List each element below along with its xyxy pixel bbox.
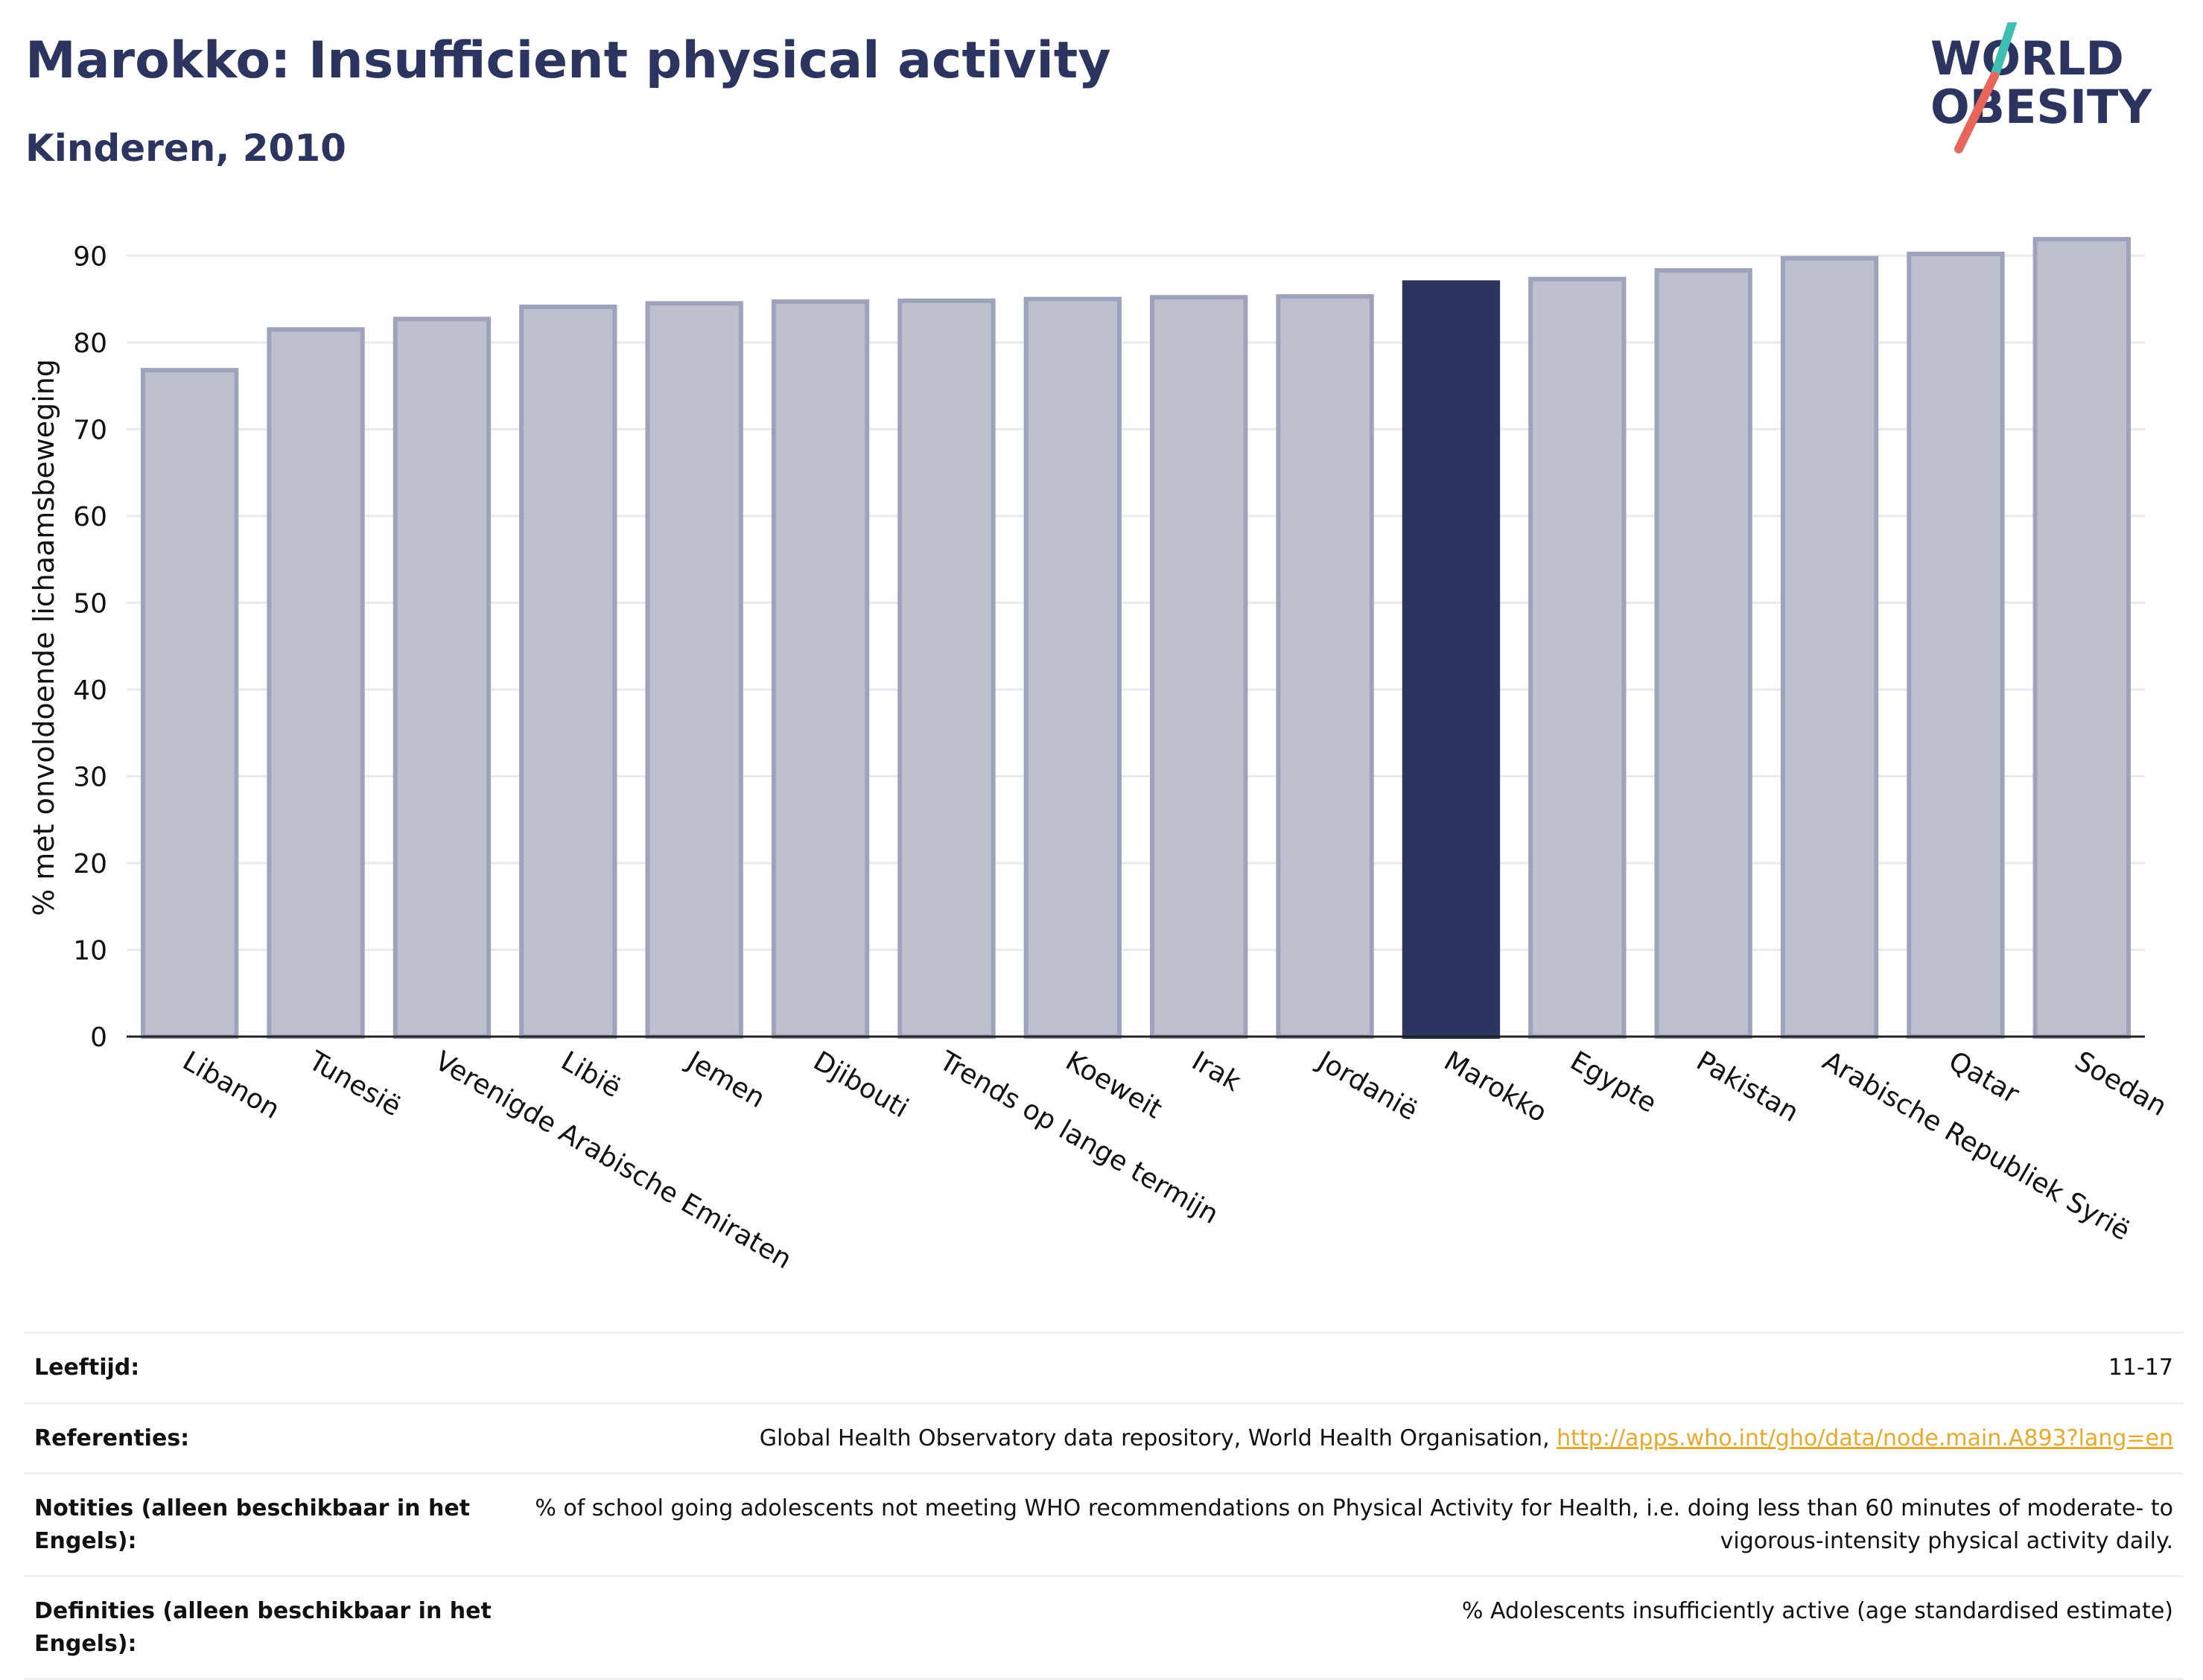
y-tick-label: 10: [73, 935, 107, 966]
x-tick-label: Jemen: [681, 1045, 770, 1114]
bar-qatar: [1907, 251, 2005, 1040]
y-tick-label: 50: [73, 588, 107, 619]
x-tick-label: Libanon: [177, 1046, 284, 1125]
notes-value: % of school going adolescents not meetin…: [521, 1472, 2184, 1577]
bar-tunesië: [267, 327, 365, 1039]
age-label: Leeftijd:: [24, 1331, 521, 1404]
y-tick-label: 80: [73, 328, 107, 359]
x-tick-label: Djibouti: [808, 1046, 913, 1124]
references-link[interactable]: http://apps.who.int/gho/data/node.main.A…: [1557, 1425, 2173, 1451]
x-tick-label: Libië: [556, 1046, 626, 1104]
definitions-value: % Adolescents insufficiently active (age…: [521, 1575, 2184, 1680]
notes-label: Notities (alleen beschikbaar in het Enge…: [24, 1472, 521, 1577]
bars: [141, 237, 2131, 1040]
y-tick-label: 30: [73, 762, 107, 792]
bar-libanon: [141, 368, 239, 1039]
y-tick-label: 70: [73, 415, 107, 445]
y-tick-label: 90: [73, 241, 107, 272]
x-tick-label: Qatar: [1943, 1046, 2024, 1110]
definitions-label: Definities (alleen beschikbaar in het En…: [24, 1575, 521, 1680]
world-obesity-logo: WORLD OBESITY: [1930, 22, 2152, 153]
details-row-definitions: Definities (alleen beschikbaar in het En…: [24, 1575, 2184, 1680]
references-value: Global Health Observatory data repositor…: [521, 1401, 2184, 1474]
x-tick-label: Marokko: [1439, 1046, 1552, 1128]
bar-jemen: [645, 301, 743, 1039]
y-axis-label: % met onvoldoende lichaamsbeweging: [28, 359, 60, 916]
chart-title: Marokko: Insufficient physical activity: [25, 31, 1111, 90]
bar-marokko: [1402, 280, 1501, 1039]
bar-pakistan: [1654, 268, 1752, 1039]
chart-subtitle: Kinderen, 2010: [25, 127, 346, 170]
logo-text-world: WORLD: [1930, 31, 2124, 86]
details-row-age: Leeftijd: 11-17: [24, 1331, 2184, 1404]
age-value: 11-17: [521, 1331, 2184, 1404]
bar-libië: [519, 305, 617, 1039]
references-text: Global Health Observatory data repositor…: [759, 1425, 1557, 1451]
y-tick-label: 60: [73, 502, 107, 532]
x-tick-label: Irak: [1186, 1046, 1246, 1098]
bar-egypte: [1528, 276, 1627, 1040]
y-tick-label: 40: [73, 675, 107, 706]
bar-jordanië: [1276, 294, 1374, 1039]
logo-slash-red-icon: [1954, 71, 1999, 153]
x-tick-label: Koeweit: [1061, 1046, 1167, 1124]
references-label: Referenties:: [24, 1401, 521, 1474]
bar-djibouti: [771, 299, 870, 1040]
x-tick-label: Pakistan: [1691, 1046, 1804, 1128]
x-tick-label: Soedan: [2070, 1046, 2172, 1122]
logo-slash-teal-icon: [1990, 22, 2017, 80]
bar-soedan: [2032, 237, 2131, 1040]
details-table: Leeftijd: 11-17 Referenties: Global Heal…: [24, 1331, 2184, 1680]
bar-trends-op-lange-termijn: [897, 298, 996, 1040]
y-tick-label: 20: [73, 849, 107, 879]
bar-irak: [1150, 295, 1248, 1039]
details-row-notes: Notities (alleen beschikbaar in het Enge…: [24, 1472, 2184, 1577]
y-tick-label: 0: [90, 1022, 107, 1053]
x-tick-label: Jordanië: [1312, 1045, 1422, 1127]
bar-koeweit: [1023, 296, 1122, 1039]
x-tick-label: Egypte: [1565, 1046, 1662, 1119]
bar-verenigde-arabische-emiraten: [392, 316, 492, 1039]
details-row-references: Referenties: Global Health Observatory d…: [24, 1401, 2184, 1474]
x-tick-label: Tunesië: [303, 1046, 406, 1123]
bar-arabische-republiek-syrië: [1780, 255, 1879, 1039]
